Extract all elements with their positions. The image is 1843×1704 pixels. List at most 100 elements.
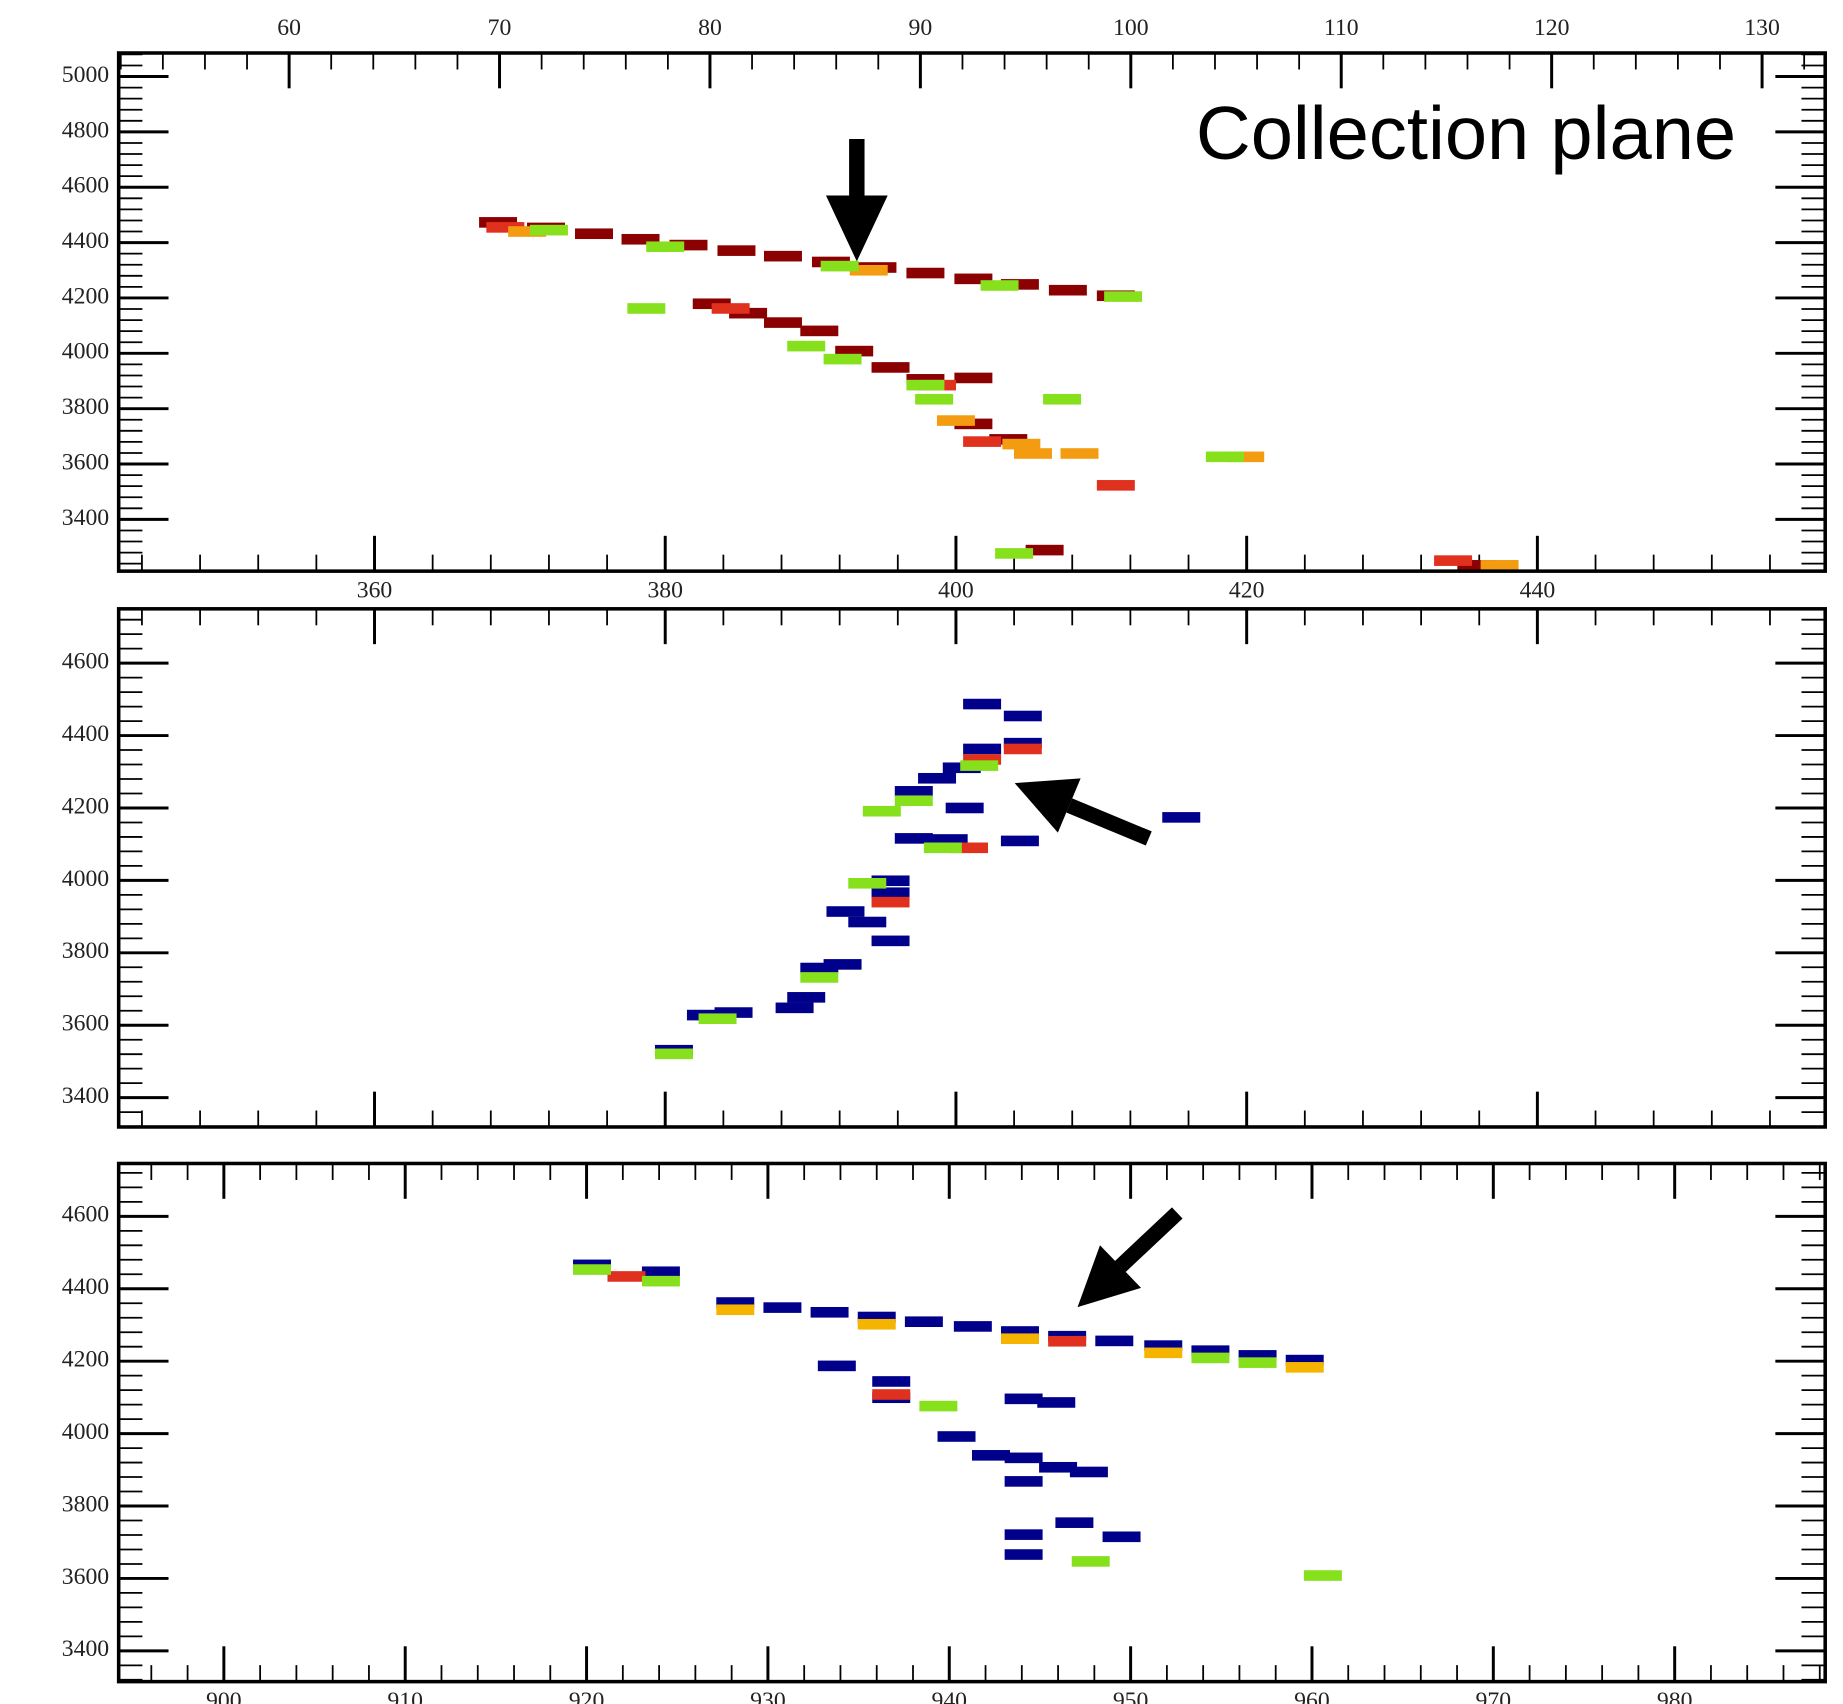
x-tick-label: 920 [569,1688,605,1704]
hit [811,1307,849,1318]
x-tick-label: 380 [647,578,683,604]
x-tick-label: 940 [931,1688,967,1704]
panel: 3400 3600 3800 4000 4200 4400 4600 [62,609,1825,1127]
hit [848,878,886,889]
hit [937,415,975,426]
y-tick-label: 3600 [62,1011,109,1037]
x-tick-label: 980 [1657,1688,1693,1704]
hit [821,261,859,272]
hit [1072,1556,1110,1567]
y-tick-label: 4600 [62,1202,109,1228]
hit [963,699,1001,710]
hit [607,1271,645,1282]
arrow [1078,1213,1178,1307]
hit [963,744,1001,755]
y-tick-label: 3600 [62,450,109,476]
y-tick-label: 4200 [62,1347,109,1373]
y-tick-label: 3800 [62,394,109,420]
x-tick-label: 400 [938,578,974,604]
y-tick-label: 4600 [62,649,109,675]
x-tick-label: 440 [1520,578,1556,604]
hit [800,326,838,337]
hit [972,1450,1010,1461]
x-tick-label: 420 [1229,578,1265,604]
hit [764,317,802,328]
hit [717,245,755,256]
y-tick-label: 3400 [62,505,109,531]
hit [1001,836,1039,847]
hit [1037,1397,1075,1408]
hit [872,362,910,373]
hit [826,906,864,917]
hit [1005,1394,1043,1405]
hit [764,251,802,262]
hit [872,887,910,898]
hit [1103,1531,1141,1542]
x-tick-label: 930 [750,1688,786,1704]
x-tick-label: 80 [698,15,722,41]
hit [1014,448,1052,459]
hit [1001,1333,1039,1344]
hit [924,843,962,854]
page: Collection plane 34003600380040004200440… [0,0,1843,1704]
x-tick-label: 100 [1113,15,1149,41]
y-tick-label: 3600 [62,1564,109,1590]
hit [1286,1362,1324,1373]
hit [1097,480,1135,491]
hit [872,897,910,908]
hit [895,786,933,797]
hit [1055,1517,1093,1528]
hit [573,1264,611,1275]
hit [905,1316,943,1327]
hit [800,972,838,983]
hit [895,795,933,806]
hit [1206,452,1244,463]
hit [954,1321,992,1332]
hit [1043,394,1081,405]
hit [1162,812,1200,823]
hit [1304,1570,1342,1581]
hit [1434,555,1472,566]
y-tick-label: 3800 [62,938,109,964]
hit [848,917,886,928]
hit [1481,560,1519,571]
hit [872,1376,910,1387]
x-tick-label: 70 [488,15,512,41]
hit [1004,744,1042,755]
y-tick-label: 4200 [62,793,109,819]
hit [642,1266,680,1277]
hit [895,833,933,844]
hit [1005,1549,1043,1560]
hit [1070,1467,1108,1478]
y-tick-label: 4000 [62,866,109,892]
hit [530,225,568,236]
hit [1048,1336,1086,1347]
y-tick-label: 4400 [62,721,109,747]
y-tick-label: 3400 [62,1083,109,1109]
hit [1239,1357,1277,1368]
y-tick-label: 4400 [62,1274,109,1300]
hit [646,241,684,252]
arrow [1015,778,1149,838]
hit [963,436,1001,447]
hit [1002,439,1040,450]
hit [858,1319,896,1330]
x-tick-label: 130 [1744,15,1780,41]
hit [655,1049,693,1060]
frame [119,1163,1826,1681]
y-tick-label: 4000 [62,1419,109,1445]
x-tick-label: 90 [909,15,933,41]
hit [627,303,665,314]
y-tick-label: 4800 [62,117,109,143]
hit [918,773,956,784]
hit [960,760,998,771]
hit [1191,1353,1229,1364]
hit [1005,1529,1043,1540]
y-tick-label: 3800 [62,1491,109,1517]
hit [946,803,984,814]
y-tick-label: 4000 [62,339,109,365]
hit [938,1431,976,1442]
hit [642,1276,680,1287]
hit [1005,1476,1043,1487]
hit [1095,1336,1133,1347]
